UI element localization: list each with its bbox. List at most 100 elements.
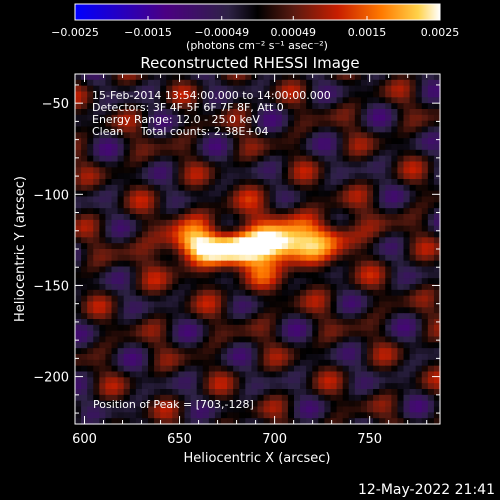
heatmap-cell [214, 138, 222, 145]
heatmap-cell [87, 114, 94, 122]
heatmap-cell [227, 103, 234, 110]
heatmap-cell [148, 120, 155, 128]
heatmap-cell [415, 231, 423, 238]
heatmap-cell [360, 348, 368, 355]
heatmap-cell [81, 219, 88, 227]
heatmap-cell [360, 383, 368, 390]
heatmap-cell [184, 324, 192, 332]
heatmap-cell [208, 91, 216, 98]
heatmap-cell [373, 138, 380, 145]
heatmap-cell [306, 202, 313, 209]
heatmap-cell [281, 266, 289, 273]
heatmap-cell [227, 330, 234, 338]
heatmap-cell [269, 295, 277, 303]
heatmap-cell [403, 97, 411, 104]
heatmap-cell [87, 383, 94, 390]
heatmap-cell [300, 144, 307, 151]
heatmap-cell [257, 126, 265, 133]
heatmap-cell [397, 400, 405, 408]
heatmap-cell [202, 278, 210, 285]
heatmap-cell [221, 179, 228, 186]
heatmap-cell [105, 208, 113, 215]
heatmap-cell [75, 313, 82, 320]
heatmap-cell [141, 219, 149, 227]
heatmap-cell [105, 103, 113, 110]
heatmap-cell [360, 289, 368, 297]
heatmap-cell [318, 330, 326, 338]
heatmap-cell [421, 114, 429, 122]
heatmap-cell [433, 237, 441, 244]
heatmap-cell [360, 109, 368, 116]
heatmap-cell [245, 295, 253, 303]
colorbar-tick-label: −0.0025 [51, 26, 99, 39]
heatmap-cell [239, 179, 246, 186]
heatmap-cell [330, 109, 338, 116]
heatmap-cell [227, 74, 234, 81]
heatmap-cell [190, 91, 198, 98]
heatmap-cell [312, 103, 319, 110]
heatmap-cell [202, 109, 210, 116]
heatmap-cell [227, 190, 234, 198]
heatmap-cell [415, 91, 423, 98]
heatmap-cell [275, 383, 283, 390]
heatmap-cell [93, 249, 100, 256]
heatmap-cell [202, 85, 210, 93]
heatmap-cell [403, 179, 411, 186]
heatmap-cell [154, 383, 161, 390]
heatmap-cell [348, 196, 356, 203]
heatmap-cell [287, 319, 295, 326]
heatmap-cell [111, 313, 119, 320]
heatmap-cell [93, 394, 100, 402]
heatmap-cell [87, 190, 94, 198]
heatmap-cell [312, 132, 319, 139]
heatmap-cell [367, 394, 374, 402]
heatmap-cell [300, 284, 307, 291]
heatmap-cell [306, 91, 313, 98]
heatmap-cell [160, 389, 167, 396]
heatmap-cell [160, 126, 167, 133]
heatmap-cell [306, 336, 313, 343]
heatmap-cell [93, 97, 100, 104]
heatmap-cell [287, 324, 295, 332]
heatmap-cell [379, 400, 386, 408]
heatmap-cell [336, 394, 344, 402]
heatmap-cell [421, 301, 429, 308]
heatmap-cell [93, 74, 100, 81]
heatmap-cell [221, 313, 228, 320]
heatmap-cell [433, 377, 441, 384]
heatmap-cell [93, 196, 100, 203]
heatmap-cell [166, 161, 173, 168]
annotation-time-range: 15-Feb-2014 13:54:00.000 to 14:00:00.000 [92, 89, 331, 102]
heatmap-cell [379, 173, 386, 180]
heatmap-cell [433, 109, 441, 116]
heatmap-cell [379, 295, 386, 303]
heatmap-cell [117, 301, 125, 308]
heatmap-cell [391, 114, 399, 122]
heatmap-cell [324, 383, 332, 390]
heatmap-cell [184, 132, 192, 139]
heatmap-cell [287, 260, 295, 268]
heatmap-cell [117, 400, 125, 408]
heatmap-cell [409, 184, 417, 192]
heatmap-cell [172, 167, 180, 174]
heatmap-cell [208, 406, 216, 413]
heatmap-cell [269, 114, 277, 122]
heatmap-cell [294, 190, 301, 198]
heatmap-cell [93, 383, 100, 390]
heatmap-cell [294, 225, 301, 233]
heatmap-cell [190, 202, 198, 209]
heatmap-cell [148, 109, 155, 116]
heatmap-cell [196, 412, 204, 419]
heatmap-cell [154, 289, 161, 297]
heatmap-cell [409, 266, 417, 273]
heatmap-cell [123, 231, 131, 238]
heatmap-cell [233, 348, 240, 355]
heatmap-cell [324, 359, 332, 367]
heatmap-cell [433, 313, 441, 320]
heatmap-cell [233, 149, 240, 157]
heatmap-cell [117, 214, 125, 221]
heatmap-cell [336, 313, 344, 320]
heatmap-cell [93, 219, 100, 227]
heatmap-cell [269, 266, 277, 273]
heatmap-cell [93, 214, 100, 221]
